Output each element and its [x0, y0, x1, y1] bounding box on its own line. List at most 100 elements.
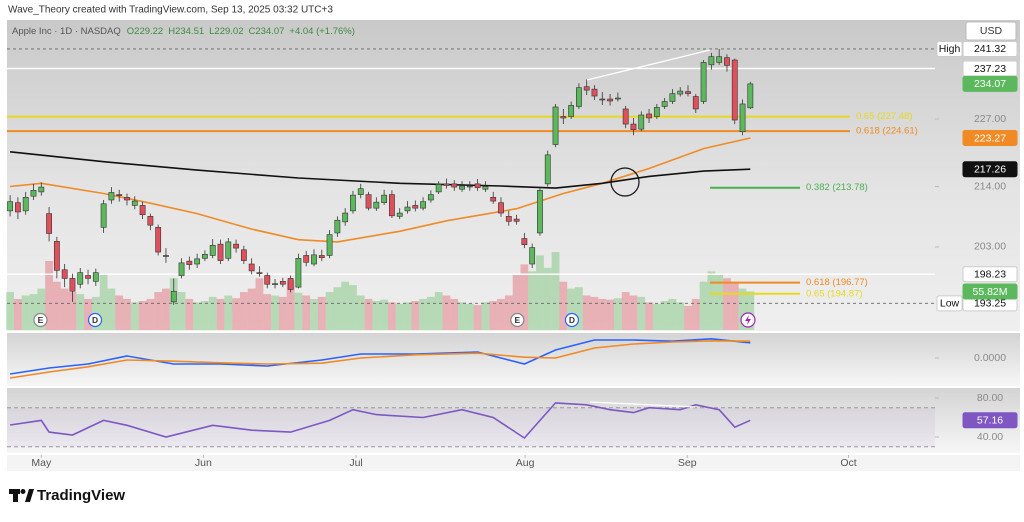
volume-bar: [6, 292, 15, 330]
band: [7, 407, 935, 447]
last-price-label: 234.07: [974, 78, 1006, 90]
logo-part: [13, 494, 18, 502]
volume-bar: [395, 303, 404, 330]
candle-body: [303, 255, 310, 263]
rsi-pane: [7, 388, 1020, 453]
y-tick-label: 214.00: [974, 180, 1006, 192]
candle-body: [311, 254, 317, 265]
brand-logo: [9, 489, 34, 502]
line-end-label: 223.27: [974, 132, 1006, 144]
volume-bar: [450, 298, 459, 330]
volume-bar: [489, 301, 498, 330]
event-label: E: [38, 315, 44, 325]
line-end-label-box: [962, 161, 1018, 178]
volume-bar: [224, 295, 233, 330]
fib-label: 0.65 (227.48): [856, 111, 913, 122]
volume-bar: [567, 288, 576, 330]
event-marker: [564, 312, 580, 328]
candle-body: [505, 216, 512, 222]
volume-bar: [699, 281, 708, 330]
macd-pane: [7, 333, 1020, 386]
candle-body: [466, 185, 473, 188]
candle-body: [622, 108, 629, 125]
volume-bar: [629, 295, 638, 330]
candle-body: [350, 194, 356, 212]
x-tick-label: Jul: [349, 457, 362, 469]
volume-bar: [575, 287, 583, 330]
candle-body: [116, 194, 123, 196]
volume-bar: [294, 292, 303, 330]
candle-body: [459, 185, 465, 190]
level-tag-box: [936, 40, 963, 57]
ohlc-high: H234.51: [168, 26, 204, 37]
candle-body: [186, 260, 193, 265]
level-label-box: [962, 266, 1018, 283]
volume-bar: [481, 302, 490, 330]
volume-bar: [247, 288, 256, 330]
candle-body: [287, 278, 294, 290]
candle-body: [482, 186, 489, 190]
candle-body: [716, 56, 723, 63]
candle-body: [568, 105, 575, 117]
candle-body: [124, 196, 130, 201]
level-label-box: [962, 40, 1018, 57]
indicator-line: [9, 337, 751, 375]
candle-body: [178, 262, 185, 276]
volume-bar: [668, 298, 677, 330]
volume-bar: [333, 287, 342, 330]
legend: Apple Inc · 1D · NASDAQ O229.22 H234.51 L22…: [12, 26, 355, 37]
candle-body: [653, 107, 660, 117]
candle-body: [677, 90, 684, 95]
candle-body: [100, 203, 107, 228]
candle-body: [638, 114, 645, 130]
volume-bar: [419, 298, 427, 330]
candle-body: [357, 188, 364, 195]
logo-part: [20, 489, 26, 494]
volume-bar: [536, 255, 544, 330]
indicator-line: [9, 339, 751, 379]
volume-bar: [123, 298, 131, 330]
plot-layer: [7, 48, 939, 458]
volume-bar: [317, 296, 326, 330]
level-tag-box: [936, 295, 963, 312]
currency-box[interactable]: [965, 21, 1017, 41]
volume-bar: [465, 303, 474, 330]
candle-body: [373, 201, 380, 209]
candle-body: [389, 194, 395, 217]
volume-bar: [434, 292, 443, 330]
volume-bar: [310, 298, 318, 330]
candle-body: [490, 196, 497, 202]
candle-body: [404, 206, 411, 212]
candle-body: [38, 186, 45, 193]
event-label: E: [515, 315, 521, 325]
candle-body: [85, 275, 91, 279]
volume-bar: [99, 274, 108, 330]
volume-bar: [146, 298, 155, 330]
candle-body: [747, 83, 754, 109]
candle-body: [427, 194, 434, 201]
trend-line: [589, 401, 696, 408]
candle-body: [443, 183, 450, 186]
volume-bar: [68, 292, 77, 330]
candle-body: [412, 205, 419, 209]
brand: TradingView: [37, 487, 125, 504]
candle-body: [381, 194, 388, 204]
volume-bar: [458, 302, 466, 330]
candle-body: [708, 56, 715, 66]
volume-bar: [185, 298, 194, 330]
candle-body: [170, 290, 177, 303]
volume-bar: [582, 295, 591, 330]
volume-bar: [115, 295, 124, 330]
event-label: D: [569, 315, 575, 325]
volume-bar: [271, 295, 279, 330]
volume-bar: [598, 298, 607, 330]
volume-bar: [302, 295, 311, 330]
currency[interactable]: USD: [980, 25, 1003, 37]
candle-body: [583, 86, 590, 91]
volume-bar: [621, 292, 630, 330]
level-label: 193.25: [974, 298, 1006, 310]
y-tick-label: 0.0000: [974, 352, 1006, 364]
candle-body: [646, 113, 652, 119]
candle-body: [607, 98, 613, 102]
